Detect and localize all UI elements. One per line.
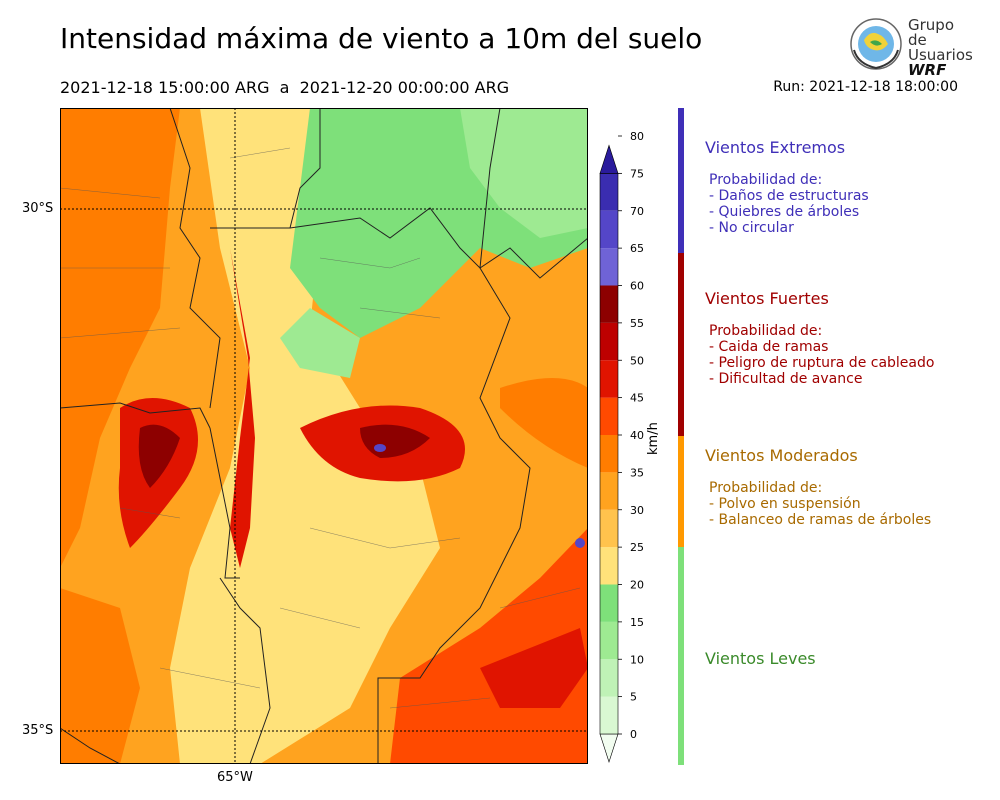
valid-period: 2021-12-18 15:00:00 ARG a 2021-12-20 00:… — [60, 78, 510, 97]
logo-line-1: Grupo de — [908, 16, 954, 49]
colorbar-tick-label: 15 — [630, 616, 644, 629]
colorbar-segment — [600, 322, 618, 361]
colorbar-segment — [600, 659, 618, 697]
category-bar-leves — [678, 547, 684, 765]
central-ridge — [230, 248, 255, 568]
colorbar-bottom-extension — [599, 733, 619, 763]
colorbar-tick-label: 30 — [630, 504, 644, 517]
category-bar-extremos — [678, 108, 684, 253]
colorbar-segment — [600, 248, 618, 286]
logo-line-2: Usuarios — [908, 46, 973, 64]
colorbar-segment — [600, 472, 618, 510]
category-desc-moderados: Probabilidad de: - Polvo en suspensión -… — [709, 480, 932, 528]
lat-label-35s: 35°S — [22, 723, 54, 738]
category-bar-moderados — [678, 436, 684, 547]
lon-label-65w: 65°W — [217, 770, 253, 785]
grupo-usuarios-wrf-logo: Grupo de Usuarios WRF — [848, 16, 973, 78]
colorbar-segment — [600, 621, 618, 660]
extreme-spot-central — [374, 444, 386, 452]
west-strong-zone — [60, 108, 180, 568]
colorbar-tick-label: 0 — [630, 728, 637, 741]
extreme-spot-east — [575, 538, 585, 548]
category-title-fuertes: Vientos Fuertes — [705, 289, 829, 308]
colorbar-segment — [600, 435, 618, 473]
colorbar-tick-label: 75 — [630, 167, 644, 180]
colorbar-tick-label: 20 — [630, 579, 644, 592]
colorbar-tick-label: 25 — [630, 541, 644, 554]
colorbar-segment — [600, 360, 618, 398]
colorbar-segment — [600, 584, 618, 622]
west-peak-zone — [138, 424, 180, 488]
department-boundaries — [60, 147, 581, 709]
colorbar: 0 5 10 15 20 25 30 35 40 45 50 55 60 65 70 75 80 — [599, 130, 644, 763]
category-desc-fuertes: Probabilidad de: - Caida de ramas - Peli… — [709, 323, 935, 387]
category-desc-extremos: Probabilidad de: - Daños de estructuras … — [709, 172, 869, 236]
south-east-very-strong-zone — [480, 628, 588, 708]
colorbar-tick-label: 65 — [630, 242, 644, 255]
colorbar-segment — [600, 210, 618, 249]
colorbar-tick-label: 70 — [630, 205, 644, 218]
colorbar-segment — [600, 547, 618, 585]
south-west-strong-zone — [60, 588, 140, 764]
colorbar-segment — [600, 696, 618, 734]
map-frame — [60, 108, 588, 764]
east-strong-band — [500, 378, 588, 468]
north-east-lighter-zone — [460, 108, 588, 238]
colorbar-tick-label: 60 — [630, 280, 644, 293]
colorbar-top-extension — [599, 144, 619, 174]
province-boundaries — [60, 108, 588, 764]
colorbar-segment — [600, 397, 618, 435]
colorbar-tick-label: 5 — [630, 691, 637, 704]
colorbar-frame — [599, 173, 619, 735]
category-title-extremos: Vientos Extremos — [705, 138, 846, 157]
lat-label-30s: 30°S — [22, 201, 54, 216]
logo-text: Grupo de Usuarios WRF — [908, 18, 973, 78]
colorbar-tick-label: 80 — [630, 130, 644, 143]
category-title-moderados: Vientos Moderados — [705, 446, 858, 465]
colorbar-tick-label: 35 — [630, 466, 644, 479]
wind-speed-map — [60, 108, 588, 764]
globe-seal-icon — [850, 18, 902, 70]
map-title: Intensidad máxima de viento a 10m del su… — [60, 22, 703, 55]
logo-line-3: WRF — [908, 61, 947, 79]
colorbar-tick-label: 10 — [630, 653, 644, 666]
colorbar-segment — [600, 509, 618, 548]
colorbar-tick-label: 55 — [630, 317, 644, 330]
category-bar-fuertes — [678, 253, 684, 436]
colorbar-segment — [600, 285, 618, 323]
colorbar-tick-label: 50 — [630, 354, 644, 367]
run-time: Run: 2021-12-18 18:00:00 — [773, 79, 958, 95]
colorbar-tick-label: 40 — [630, 429, 644, 442]
central-light-patch — [280, 308, 360, 378]
colorbar-unit-label: km/h — [646, 392, 661, 455]
colorbar-tick-label: 45 — [630, 392, 644, 405]
colorbar-segment — [600, 173, 618, 211]
colorbar-unit-text: km/h — [646, 422, 661, 455]
category-title-leves: Vientos Leves — [705, 649, 816, 668]
